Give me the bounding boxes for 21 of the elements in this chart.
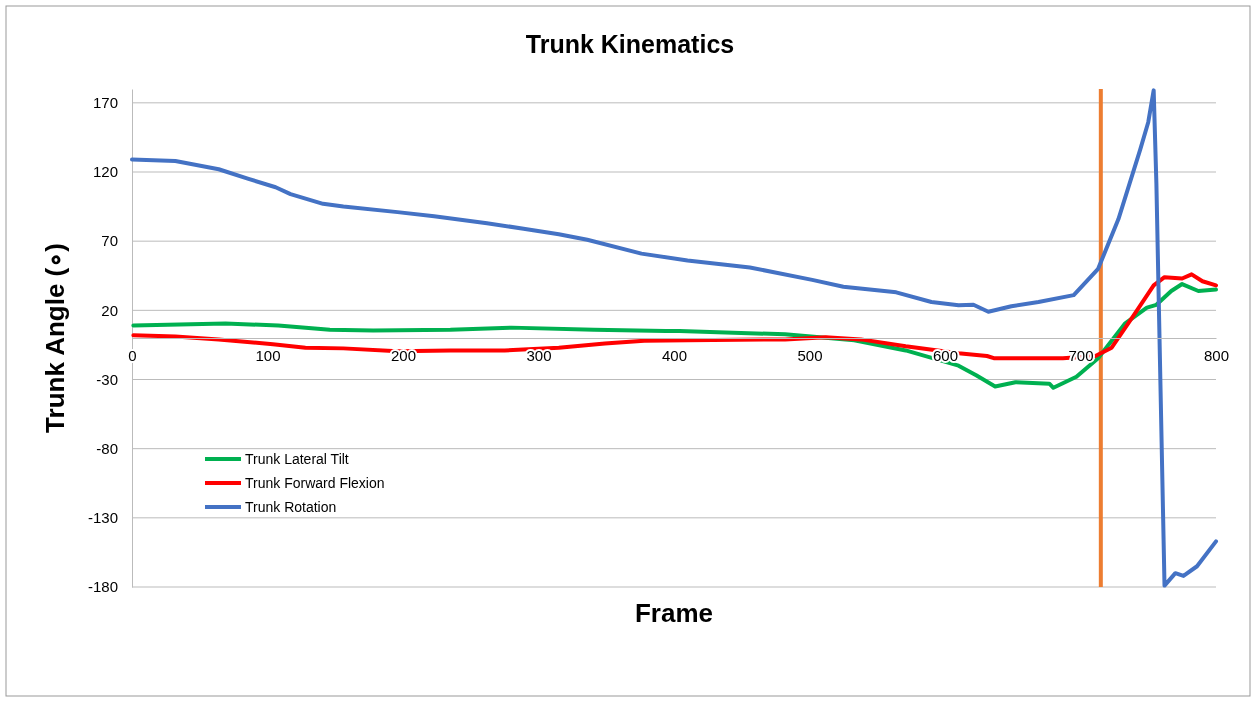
- y-tick-label: -180: [87, 578, 118, 596]
- legend-label: Trunk Lateral Tilt: [245, 451, 349, 467]
- x-tick-label: 700: [1068, 346, 1094, 364]
- y-tick-label: 70: [101, 232, 118, 250]
- x-tick-label: 0: [128, 346, 137, 364]
- x-tick-label: 800: [1203, 346, 1230, 364]
- y-tick-label: 120: [92, 163, 118, 181]
- y-tick-label: 170: [92, 94, 118, 112]
- chart-title: Trunk Kinematics: [525, 30, 735, 58]
- x-tick-label: 300: [526, 346, 552, 364]
- y-tick-label: -30: [96, 370, 118, 388]
- y-tick-label: -130: [87, 509, 118, 527]
- legend-label: Trunk Rotation: [245, 499, 337, 515]
- y-tick-label: 20: [101, 301, 118, 319]
- x-axis-title: Frame: [634, 598, 714, 628]
- legend-label: Trunk Forward Flexion: [245, 475, 385, 491]
- x-tick-label: 500: [797, 346, 823, 364]
- x-tick-label: 100: [255, 346, 281, 364]
- y-tick-label: -80: [96, 439, 118, 457]
- y-axis-title: Trunk Angle (∘): [40, 243, 70, 433]
- x-tick-label: 400: [661, 346, 688, 364]
